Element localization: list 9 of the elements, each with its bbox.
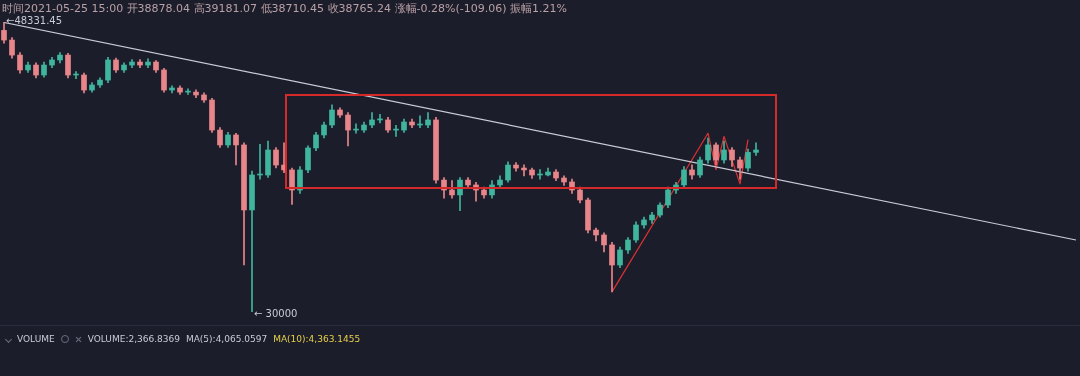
chart-title: 时间2021-05-25 15:00 开38878.04 高39181.07 低38710.45 收38765.24 涨幅-0.28%(-109.06) 振幅1.21%	[2, 1, 567, 16]
candlestick	[249, 170, 255, 312]
annotation: ← 30000	[254, 307, 298, 319]
text: MA(10):4,363.1455	[273, 334, 361, 344]
text: VOLUME:2,366.8369	[87, 334, 180, 344]
annotation: ←48331.45	[6, 14, 63, 26]
text: VOLUME	[17, 334, 55, 344]
candlestick	[753, 142, 759, 156]
text: MA(5):4,065.0597	[185, 334, 268, 344]
